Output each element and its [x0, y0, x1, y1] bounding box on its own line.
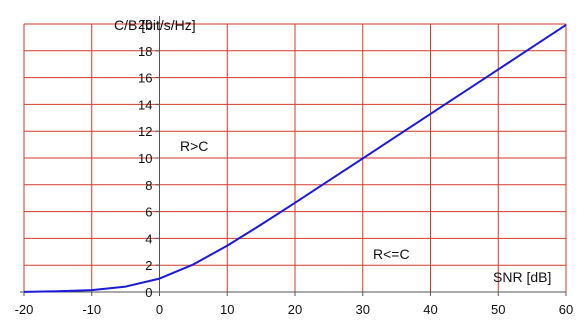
- x-tick-labels: -20 -10 0 10 20 30 40 50 60: [15, 302, 574, 317]
- annotation-r-greater-c: R>C: [180, 138, 208, 154]
- x-tick-label: -10: [82, 302, 101, 317]
- y-tick-label: 6: [145, 205, 152, 220]
- y-axis-label: C/B [bit/s/Hz]: [114, 17, 196, 33]
- y-tick-label: 8: [145, 178, 152, 193]
- series-group: [23, 24, 567, 293]
- x-tick-label: 60: [559, 302, 573, 317]
- y-tick-label: 2: [145, 258, 152, 273]
- axes: [20, 16, 567, 296]
- x-tick-label: 40: [423, 302, 437, 317]
- x-tick-label: -20: [15, 302, 34, 317]
- x-tick-label: 0: [156, 302, 163, 317]
- annotation-r-le-c: R<=C: [373, 246, 410, 262]
- x-tick-label: 50: [491, 302, 505, 317]
- y-tick-labels: 0 2 4 6 8 10 12 14 16 18 20: [138, 17, 152, 300]
- y-tick-label: 0: [145, 285, 152, 300]
- y-tick-label: 14: [138, 97, 152, 112]
- y-tick-label: 18: [138, 44, 152, 59]
- y-tick-label: 4: [145, 231, 152, 246]
- y-tick-label: 12: [138, 124, 152, 139]
- y-tick-label: 20: [138, 17, 152, 32]
- x-tick-label: 30: [356, 302, 370, 317]
- series-line: [23, 24, 567, 293]
- y-tick-label: 16: [138, 71, 152, 86]
- grid-lines: [23, 23, 567, 292]
- x-axis-label: SNR [dB]: [493, 269, 551, 285]
- x-tick-label: 20: [288, 302, 302, 317]
- x-tick-label: 10: [220, 302, 234, 317]
- y-tick-label: 10: [138, 151, 152, 166]
